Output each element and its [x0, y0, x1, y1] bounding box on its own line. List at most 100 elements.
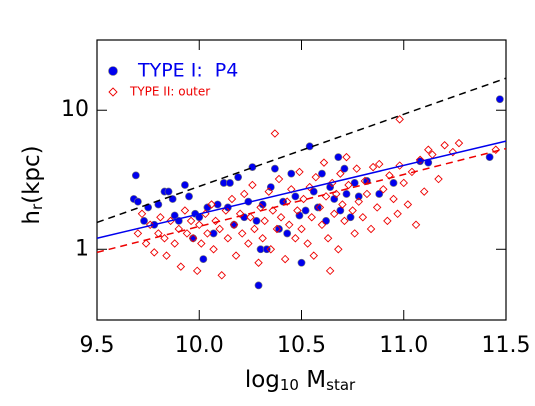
- point: [223, 234, 233, 243]
- point: [137, 209, 147, 219]
- point: [389, 194, 398, 204]
- point: [419, 187, 429, 196]
- point: [354, 197, 363, 206]
- point: [352, 164, 361, 173]
- point: [305, 182, 314, 192]
- legend-marker: [108, 66, 118, 76]
- point: [318, 169, 326, 178]
- point: [342, 152, 351, 162]
- point: [283, 229, 292, 238]
- point: [211, 216, 220, 226]
- point: [234, 173, 243, 182]
- point: [336, 206, 345, 215]
- point: [203, 203, 212, 212]
- x-tick-label: 11.0: [379, 333, 428, 358]
- point: [448, 147, 458, 157]
- x-label-rest: M: [299, 367, 326, 393]
- point: [311, 172, 321, 182]
- point: [227, 194, 237, 204]
- point: [379, 185, 388, 194]
- point: [415, 155, 425, 165]
- point: [254, 281, 263, 290]
- plot-frame: [96, 39, 507, 321]
- point: [156, 212, 165, 222]
- x-tick-label: 10.0: [175, 333, 224, 358]
- point: [309, 187, 318, 196]
- point: [250, 224, 259, 234]
- y-label-rest: (kpc): [19, 145, 45, 204]
- point: [338, 200, 347, 209]
- point: [374, 159, 384, 169]
- point: [334, 245, 343, 254]
- x-axis-label: log10 Mstar: [245, 367, 356, 394]
- point: [254, 258, 263, 267]
- point: [393, 209, 402, 219]
- point: [197, 239, 206, 248]
- point: [150, 248, 159, 257]
- point: [180, 206, 190, 215]
- point: [199, 255, 208, 263]
- point: [299, 194, 308, 204]
- point: [366, 224, 376, 234]
- point: [248, 163, 257, 171]
- fit-line: [96, 147, 507, 254]
- point: [248, 180, 257, 190]
- point: [454, 138, 464, 148]
- point: [354, 192, 363, 201]
- point: [162, 251, 171, 260]
- point: [131, 171, 140, 180]
- point: [411, 220, 421, 230]
- point: [274, 174, 284, 184]
- point: [266, 183, 275, 192]
- point: [329, 209, 339, 219]
- point: [189, 234, 198, 243]
- point: [395, 161, 404, 170]
- point: [313, 203, 322, 212]
- point: [291, 192, 300, 201]
- point: [268, 206, 278, 215]
- point: [203, 229, 212, 238]
- point: [195, 220, 204, 230]
- point: [424, 145, 433, 154]
- point: [358, 212, 368, 222]
- point: [344, 180, 353, 190]
- legend-label: TYPE II: outer: [129, 85, 210, 99]
- point: [209, 229, 218, 238]
- x-tick-label: 11.5: [482, 333, 531, 358]
- x-label-main: log: [245, 367, 280, 393]
- point: [271, 164, 279, 173]
- x-tick-label: 9.5: [80, 333, 115, 358]
- point: [297, 258, 306, 267]
- point: [284, 220, 294, 230]
- point: [295, 211, 304, 220]
- y-tick-label: 1: [75, 236, 89, 261]
- point: [244, 239, 253, 248]
- point: [434, 174, 443, 184]
- point: [319, 158, 329, 167]
- point: [266, 245, 276, 254]
- point: [282, 197, 292, 206]
- point: [309, 251, 319, 260]
- point: [215, 224, 224, 234]
- point: [407, 167, 417, 177]
- point: [240, 189, 249, 199]
- point: [340, 216, 349, 226]
- point: [368, 162, 378, 172]
- point: [276, 212, 286, 222]
- point: [140, 216, 148, 225]
- point: [307, 212, 316, 222]
- point: [399, 178, 408, 188]
- point: [293, 206, 302, 215]
- point: [258, 200, 267, 209]
- point: [280, 254, 290, 264]
- point: [372, 203, 382, 212]
- point: [186, 216, 196, 226]
- point: [334, 153, 343, 162]
- point: [264, 187, 274, 196]
- point: [325, 266, 335, 276]
- point: [342, 190, 351, 198]
- point: [176, 262, 186, 271]
- point: [321, 192, 331, 201]
- point: [291, 234, 300, 243]
